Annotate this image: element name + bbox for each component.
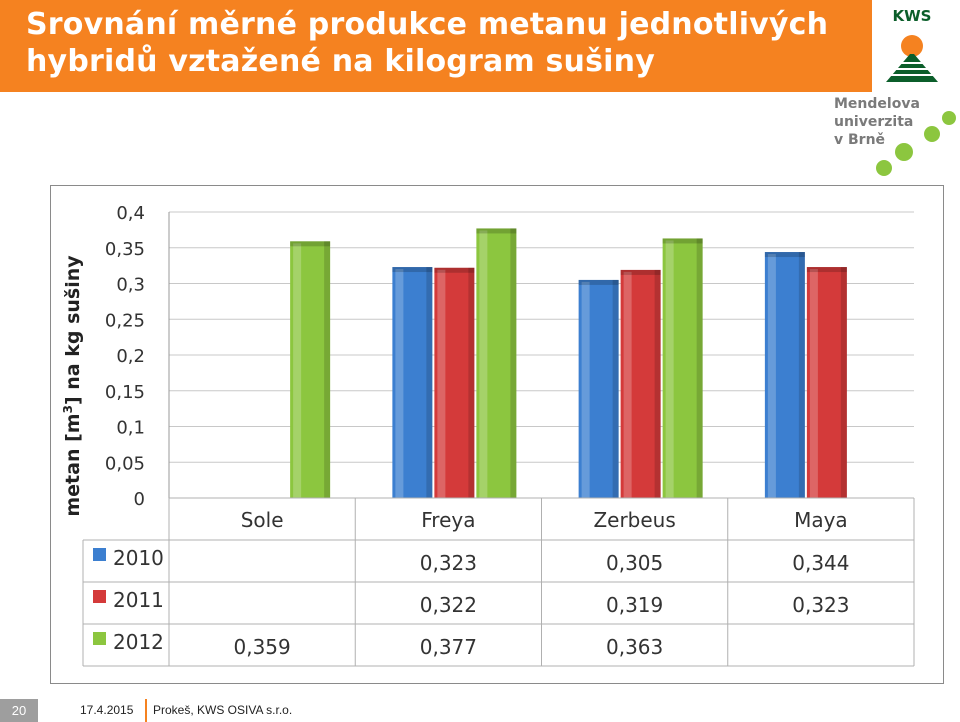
y-tick-label: 0,35: [105, 239, 145, 260]
y-tick-label: 0,2: [116, 346, 145, 367]
bar-2011-zerbeus: [620, 269, 661, 498]
x-category-label: Sole: [241, 508, 284, 532]
y-tick-label: 0,15: [105, 382, 145, 403]
data-label: 0,323: [792, 593, 849, 617]
bar-2012-freya: [476, 228, 517, 498]
y-tick-label: 0,3: [116, 275, 145, 296]
bar-2011-freya: [434, 267, 475, 498]
mendel-university-logo: Mendelova univerzita v Brně: [834, 95, 958, 181]
y-tick-label: 0,1: [116, 418, 145, 439]
y-tick-label: 0,4: [116, 203, 145, 224]
green-dots-icon: [876, 111, 956, 176]
y-axis-label: metan [m3] na kg sušiny: [61, 255, 84, 517]
x-category-label: Zerbeus: [593, 508, 675, 532]
slide-title-line2: hybridů vztažené na kilogram sušiny: [26, 44, 655, 79]
legend-swatch-2012: [93, 632, 106, 645]
footer-author: Prokeš, KWS OSIVA s.r.o.: [153, 703, 293, 717]
bar-2010-freya: [392, 267, 433, 498]
legend-swatch-2011: [93, 590, 106, 603]
legend-label-2010: 2010: [113, 546, 164, 570]
data-label: 0,363: [606, 635, 663, 659]
data-label: 0,305: [606, 551, 663, 575]
slide-footer: 20 17.4.2015 Prokeš, KWS OSIVA s.r.o.: [0, 699, 960, 722]
data-label: 0,359: [233, 635, 290, 659]
title-bar: Srovnání měrné produkce metanu jednotliv…: [0, 0, 872, 92]
data-label: 0,323: [420, 551, 477, 575]
kws-sun-icon: [901, 35, 923, 57]
data-label: 0,322: [420, 593, 477, 617]
x-category-label: Maya: [794, 508, 848, 532]
bar-2012-zerbeus: [662, 238, 703, 498]
mendel-logo-line1: Mendelova: [834, 96, 920, 112]
legend-swatch-2010: [93, 548, 106, 561]
mendel-logo-line2: univerzita: [834, 114, 914, 130]
kws-logo-text: KWS: [893, 7, 932, 25]
bar-2010-maya: [764, 252, 805, 498]
y-tick-label: 0,05: [105, 453, 145, 474]
x-category-label: Freya: [421, 508, 475, 532]
bar-2012-sole: [290, 241, 331, 498]
slide-title: Srovnání měrné produkce metanu jednotliv…: [26, 6, 828, 80]
page-number: 20: [0, 699, 38, 722]
data-label: 0,344: [792, 551, 849, 575]
chart-frame: metan [m3] na kg sušiny 0 0,05 0,1 0,15 0,2 0…: [50, 185, 944, 684]
footer-date: 17.4.2015: [80, 703, 134, 717]
kws-logo: KWS: [880, 4, 944, 86]
legend-label-2011: 2011: [113, 588, 164, 612]
footer-separator: [145, 699, 147, 722]
slide-title-line1: Srovnání měrné produkce metanu jednotliv…: [26, 7, 829, 42]
bar-chart: metan [m3] na kg sušiny 0 0,05 0,1 0,15 0,2 0…: [61, 203, 915, 667]
data-label: 0,319: [606, 593, 663, 617]
legend-label-2012: 2012: [113, 630, 164, 654]
y-tick-label: 0,25: [105, 310, 145, 331]
mendel-logo-line3: v Brně: [834, 132, 886, 148]
bar-2010-zerbeus: [578, 279, 619, 498]
data-label: 0,377: [420, 635, 477, 659]
y-tick-label: 0: [134, 489, 145, 510]
bar-2011-maya: [806, 267, 847, 498]
